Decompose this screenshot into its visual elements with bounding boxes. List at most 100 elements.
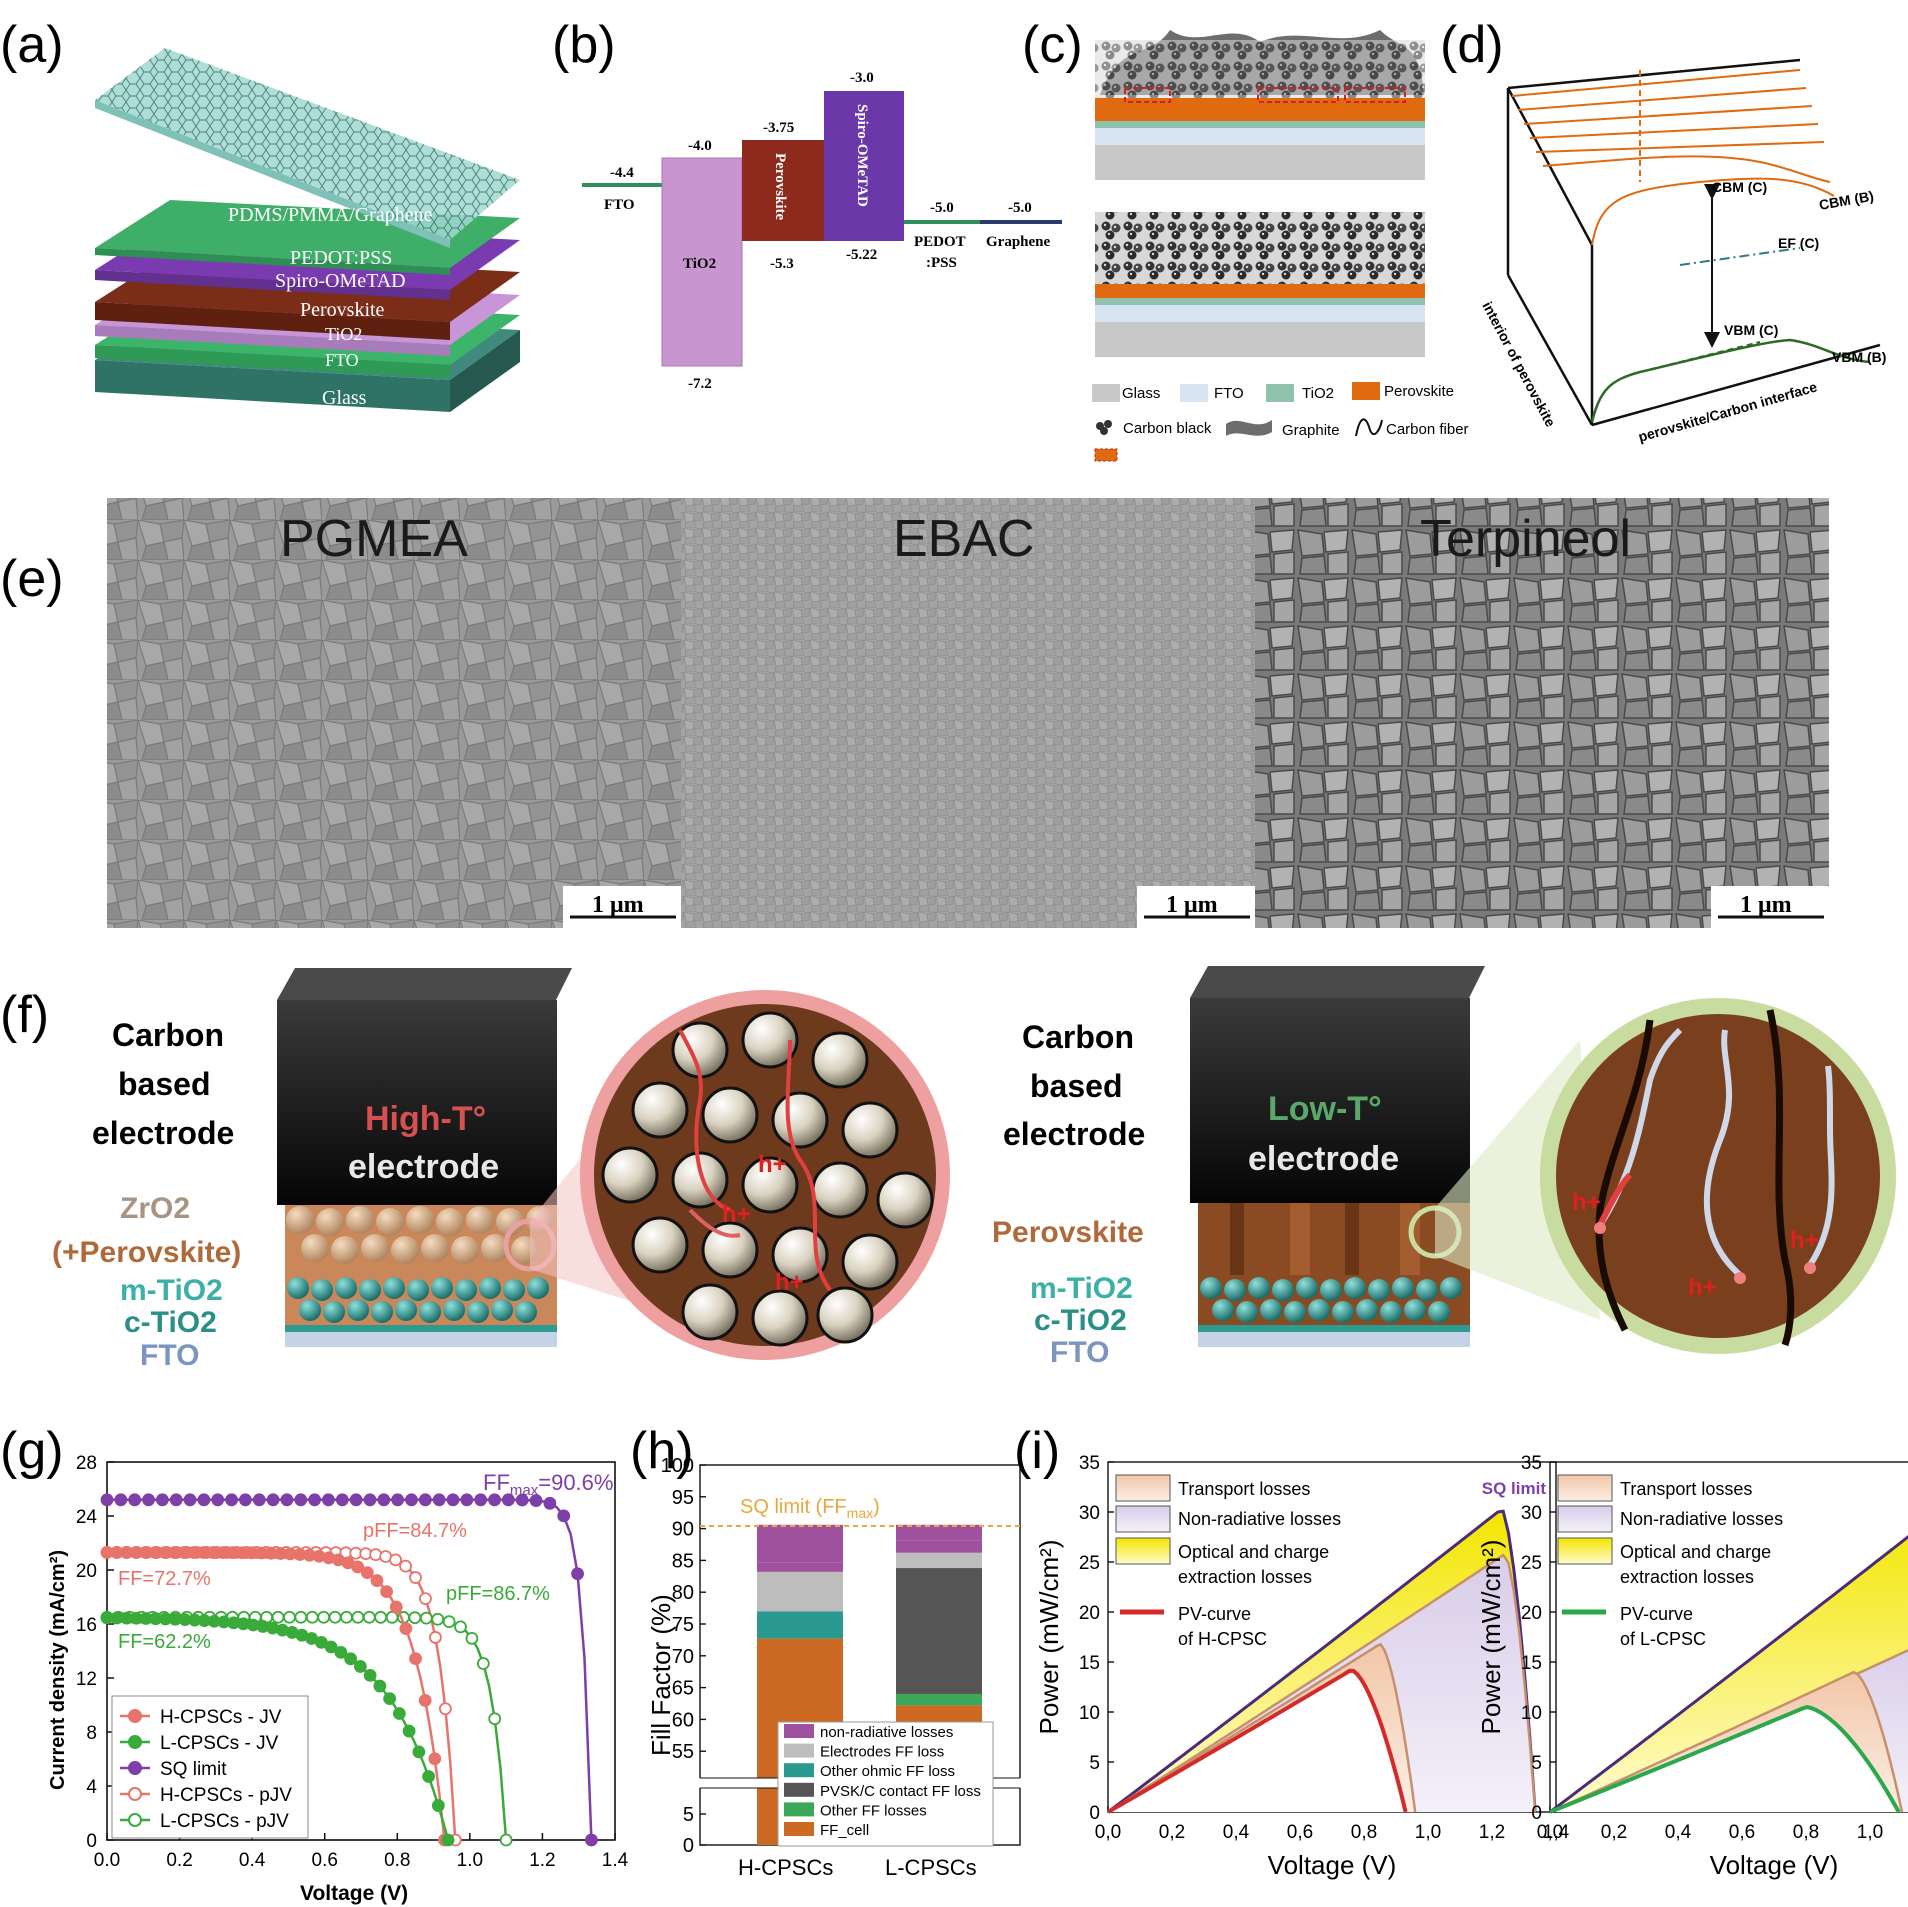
- right-carbon-2: based: [1030, 1068, 1122, 1104]
- panel-label-g: (g): [0, 1422, 64, 1480]
- panel-d: (d) CBM (C) CBM (B) EF (C) VBM (C) VBM (…: [1440, 16, 1886, 445]
- h-ylabel: Fill Factor (%): [646, 1594, 676, 1756]
- i-ytick-label: 35: [1521, 1453, 1542, 1474]
- g-series-point: [252, 1493, 266, 1507]
- g-xtick-label: 1.4: [602, 1850, 629, 1871]
- h-legend-label: Other ohmic FF loss: [820, 1763, 955, 1780]
- cbm-curves: [1511, 69, 1835, 246]
- g-series-point: [271, 1610, 285, 1624]
- graphene-value: -5.0: [1008, 200, 1032, 216]
- g-legend-marker: [128, 1709, 142, 1723]
- g-xtick-label: 0.4: [239, 1850, 266, 1871]
- h-legend-label: FF_cell: [820, 1822, 869, 1839]
- g-series-point: [399, 1622, 413, 1636]
- i-curve-line: [1107, 1668, 1408, 1814]
- g-y-ticks: 0 4 8 12 16 20 24 28: [76, 1453, 114, 1852]
- h-ytick-label: 80: [672, 1582, 694, 1604]
- i-xtick-label: 0,2: [1601, 1822, 1627, 1843]
- g-series-point: [392, 1707, 406, 1720]
- g-series-point: [460, 1493, 474, 1507]
- g-series-point: [585, 1833, 598, 1847]
- g-series-point: [374, 1610, 388, 1624]
- i-legend-transport: Transport losses: [1620, 1479, 1752, 1499]
- g-xtick-label: 0.8: [384, 1850, 410, 1871]
- panel-label-a: (a): [0, 16, 64, 74]
- scalebar-label-3: 1 μm: [1740, 892, 1792, 918]
- i-legend-swatch-transport: [1557, 1474, 1613, 1502]
- tio2-spheres-left: [287, 1277, 549, 1323]
- schematic-carbon-black: [1095, 212, 1425, 357]
- right-carbon-3: electrode: [1003, 1116, 1145, 1152]
- g-series-point: [557, 1509, 571, 1523]
- fto-name: FTO: [604, 197, 635, 213]
- g-plot-frame: [106, 1461, 616, 1841]
- schematic-graphite: [1095, 30, 1425, 180]
- h-legend-label: Other FF losses: [820, 1802, 927, 1819]
- g-series-point: [351, 1560, 365, 1574]
- graphene-name: Graphene: [986, 234, 1051, 250]
- layer-label-graphene: PDMS/PMMA/Graphene: [228, 204, 433, 226]
- g-series-point: [474, 1493, 488, 1507]
- cbm-c-label: CBM (C): [1712, 179, 1767, 195]
- ef-dashdot: [1679, 247, 1801, 266]
- panel-f: (f) High-T° electrode Carbon based elect…: [0, 966, 1896, 1372]
- scalebar-label-2: 1 μm: [1166, 892, 1218, 918]
- d-axes: [1506, 58, 1881, 427]
- g-legend-label: H-CPSCs - pJV: [160, 1785, 292, 1806]
- h-bar-segment: [757, 1562, 843, 1572]
- g-series-point: [422, 1770, 435, 1783]
- right-block-1: Low-T°: [1268, 1090, 1382, 1128]
- g-series-point: [351, 1610, 365, 1624]
- g-series-point: [370, 1574, 384, 1587]
- hole-label-1: h+: [758, 1151, 787, 1178]
- h-legend-swatch: [784, 1763, 814, 1778]
- left-zoom: h+ h+ h+: [503, 990, 950, 1360]
- vbm-c-label: VBM (C): [1724, 322, 1778, 338]
- i-legend-swatch-nonrad: [1115, 1505, 1171, 1533]
- i-legend-nonrad: Non-radiative losses: [1178, 1509, 1341, 1529]
- left-zro2: ZrO2: [120, 1192, 190, 1225]
- g-series-point: [432, 1493, 446, 1507]
- g-series-point: [317, 1610, 331, 1624]
- fto-value: -4.4: [610, 165, 634, 181]
- h-ytick-label: 70: [672, 1646, 694, 1668]
- i-ytick-label: 0: [1089, 1803, 1100, 1824]
- legend-perovskite: Perovskite: [1384, 383, 1454, 400]
- g-series-point: [360, 1566, 374, 1580]
- g-series-point: [363, 1493, 377, 1507]
- i-legend-swatch-transport: [1115, 1474, 1171, 1502]
- legend-glass: Glass: [1122, 385, 1160, 402]
- g-series-point: [373, 1679, 387, 1693]
- g-legend-label: L-CPSCs - pJV: [160, 1811, 289, 1832]
- g-xtick-label: 1.2: [529, 1850, 555, 1871]
- spiro-band: [824, 91, 904, 241]
- g-series-point: [322, 1493, 335, 1507]
- left-block-1: High-T°: [365, 1100, 486, 1138]
- i-area-fill: [1108, 1670, 1406, 1812]
- g-series-point: [405, 1493, 418, 1507]
- i-ytick-label: 20: [1521, 1603, 1542, 1624]
- g-series-point: [128, 1493, 142, 1507]
- i-right-chart: 0 5 10 15 20 25 30 35 0,0 0,2 0,4 0,6 0,8 1,0 1,2 1,4 SQ…: [1476, 1453, 1908, 1880]
- i-xtick-label: 0,8: [1351, 1822, 1377, 1843]
- g-ytick-label: 12: [76, 1669, 97, 1690]
- right-perov: Perovskite: [992, 1216, 1144, 1249]
- right-zoom: h+ h+ h+: [1408, 998, 1896, 1354]
- g-series-point: [408, 1611, 422, 1625]
- i-sq-tag: SQ limit: [1482, 1479, 1547, 1498]
- right-ctio2: c-TiO2: [1034, 1304, 1127, 1337]
- g-xtick-label: 0.0: [94, 1850, 120, 1871]
- spiro-bottom: -5.22: [846, 247, 877, 263]
- g-series-point: [183, 1493, 197, 1507]
- g-ytick-label: 28: [76, 1453, 97, 1474]
- g-series-point: [409, 1652, 422, 1666]
- tio2-top: -4.0: [688, 138, 712, 154]
- hole-label-3: h+: [775, 1269, 804, 1296]
- sem-terpineol: [1255, 498, 1829, 928]
- g-series-point: [389, 1553, 403, 1567]
- i-legend-swatch-optical: [1557, 1537, 1613, 1565]
- g-series-point: [389, 1600, 403, 1614]
- g-legend-marker: [128, 1735, 142, 1749]
